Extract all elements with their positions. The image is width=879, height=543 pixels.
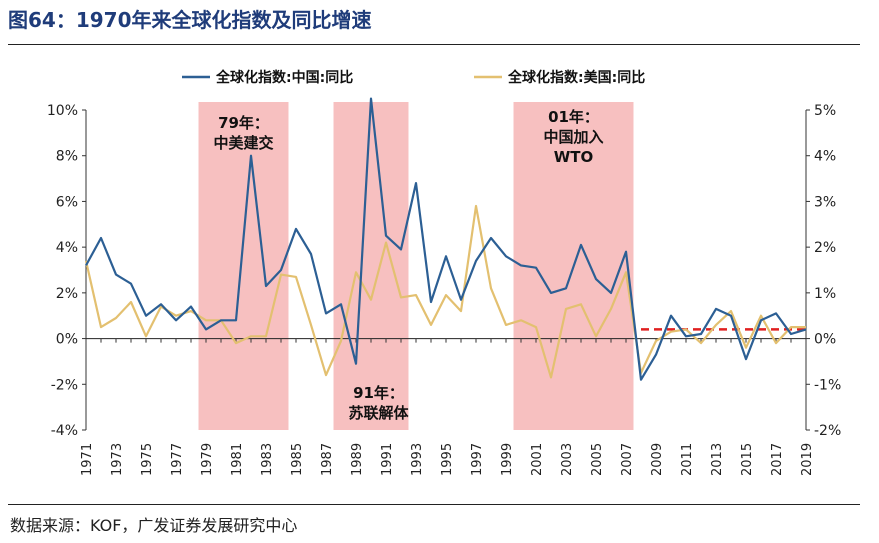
x-tick-label: 2009	[650, 443, 665, 476]
chart: 10% 8% 6% 4% 2% 0% -2% -4% 5% 4% 3% 2% 1% 0% -1% -2% 197…	[47, 69, 841, 476]
x-tick-label: 2001	[530, 443, 545, 476]
x-tick-label: 2017	[770, 443, 785, 476]
legend-label-usa: 全球化指数:美国:同比	[507, 69, 645, 86]
right-tick-label: 4%	[814, 149, 836, 165]
left-tick-label: 10%	[47, 103, 78, 119]
shaded-period-2	[333, 102, 409, 430]
right-tick-label: 5%	[814, 103, 836, 119]
x-tick-label: 1985	[290, 443, 305, 476]
x-tick-label: 1975	[140, 443, 155, 476]
x-tick-label: 1977	[170, 443, 185, 476]
x-tick-label: 2013	[710, 443, 725, 476]
x-tick-label: 1987	[320, 443, 335, 476]
source-note: 数据来源：KOF，广发证券发展研究中心	[10, 516, 298, 535]
right-tick-label: 1%	[814, 286, 836, 302]
source-rule	[8, 504, 860, 505]
annotation-label-2: 91年：	[353, 384, 404, 402]
x-tick-label: 2015	[740, 443, 755, 476]
x-tick-label: 1981	[230, 443, 245, 476]
x-tick-label: 1989	[350, 443, 365, 476]
x-tick-label: 2005	[590, 443, 605, 476]
left-tick-label: -4%	[51, 423, 78, 439]
left-tick-label: 0%	[56, 332, 78, 348]
title-rule	[8, 44, 860, 45]
page-title: 图64：1970年来全球化指数及同比增速	[8, 8, 372, 32]
x-tick-label: 1973	[110, 443, 125, 476]
left-tick-label: 4%	[56, 240, 78, 256]
annotation-label-1: 79年：	[218, 114, 269, 132]
x-tick-label: 2007	[620, 443, 635, 476]
left-tick-label: 8%	[56, 149, 78, 165]
x-tick-label: 2019	[800, 443, 815, 476]
right-tick-label: 0%	[814, 332, 836, 348]
x-tick-label: 2011	[680, 443, 695, 476]
x-tick-label: 1999	[500, 443, 515, 476]
left-tick-label: 2%	[56, 286, 78, 302]
x-tick-label: 2003	[560, 443, 575, 476]
x-tick-label: 1971	[80, 443, 95, 476]
annotation-label-2: 苏联解体	[348, 404, 409, 422]
shaded-period-1	[198, 102, 289, 430]
left-tick-label: -2%	[51, 377, 78, 393]
left-tick-label: 6%	[56, 194, 78, 210]
legend-label-china: 全球化指数:中国:同比	[215, 69, 353, 86]
right-tick-label: -2%	[814, 423, 841, 439]
annotation-label-1: 中美建交	[213, 134, 273, 152]
x-tick-label: 1993	[410, 443, 425, 476]
x-tick-label: 1997	[470, 443, 485, 476]
right-tick-label: -1%	[814, 377, 841, 393]
series-line-china	[85, 97, 807, 381]
x-tick-label: 1983	[260, 443, 275, 476]
right-tick-label: 2%	[814, 240, 836, 256]
series-line-usa	[84, 204, 806, 379]
x-tick-label: 1979	[200, 443, 215, 476]
right-tick-label: 3%	[814, 194, 836, 210]
annotation-label-3: 中国加入	[543, 128, 603, 146]
x-tick-label: 1991	[380, 443, 395, 476]
x-tick-label: 1995	[440, 443, 455, 476]
annotation-label-3: WTO	[554, 148, 594, 166]
annotation-label-3: 01年：	[548, 108, 599, 126]
